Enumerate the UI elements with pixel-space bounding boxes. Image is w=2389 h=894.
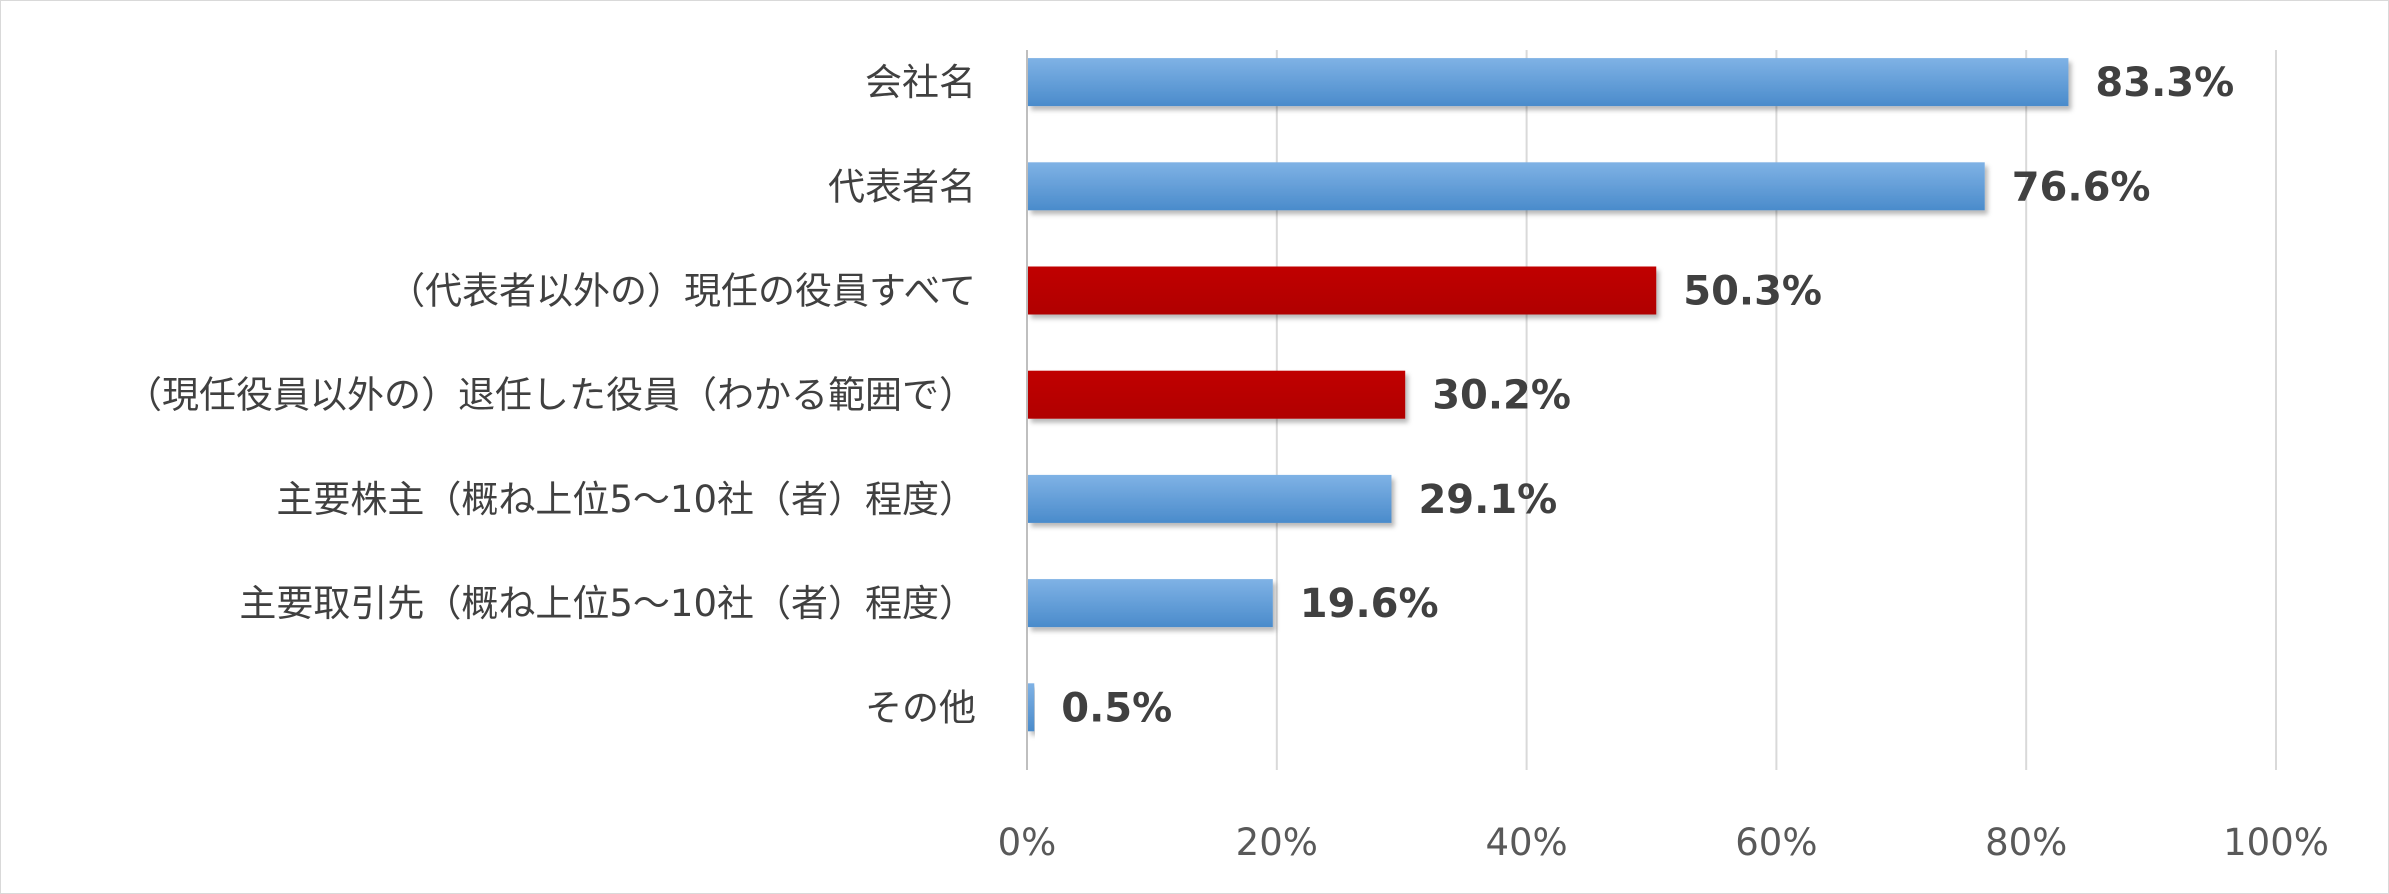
value-label: 50.3% (1683, 269, 1822, 315)
x-tick-label: 20% (1236, 821, 1318, 864)
x-tick-label: 60% (1735, 821, 1817, 864)
bar (1028, 370, 1406, 419)
value-label: 29.1% (1418, 477, 1557, 523)
category-label: 代表者名 (828, 165, 976, 208)
x-tick-label: 0% (998, 821, 1057, 864)
bar (1028, 58, 2069, 107)
value-label: 83.3% (2095, 60, 2234, 106)
bar (1028, 683, 1035, 732)
category-label: 主要株主（概ね上位5～10社（者）程度） (276, 478, 976, 521)
value-label: 0.5% (1061, 685, 1172, 731)
labels: 0% 20% 40% 60% 80% 100% 会社名 83.3% 代表者名 76.6% （代表者以… (125, 60, 2329, 864)
category-label: 主要取引先（概ね上位5～10社（者）程度） (239, 582, 976, 625)
value-label: 19.6% (1300, 581, 1439, 627)
x-tick-label: 40% (1485, 821, 1567, 864)
category-label: 会社名 (865, 61, 976, 104)
bars (1028, 58, 2069, 732)
bar (1028, 266, 1657, 315)
value-label: 30.2% (1432, 373, 1571, 419)
category-label: その他 (865, 686, 976, 729)
value-label: 76.6% (2012, 164, 2151, 210)
bar (1028, 474, 1392, 523)
category-label: （代表者以外の）現任の役員すべて (388, 270, 976, 313)
x-tick-label: 100% (2223, 821, 2329, 864)
category-label: （現任役員以外の）退任した役員（わかる範囲で） (125, 374, 976, 417)
x-tick-label: 80% (1985, 821, 2067, 864)
bar (1028, 579, 1273, 628)
bar (1028, 162, 1985, 211)
